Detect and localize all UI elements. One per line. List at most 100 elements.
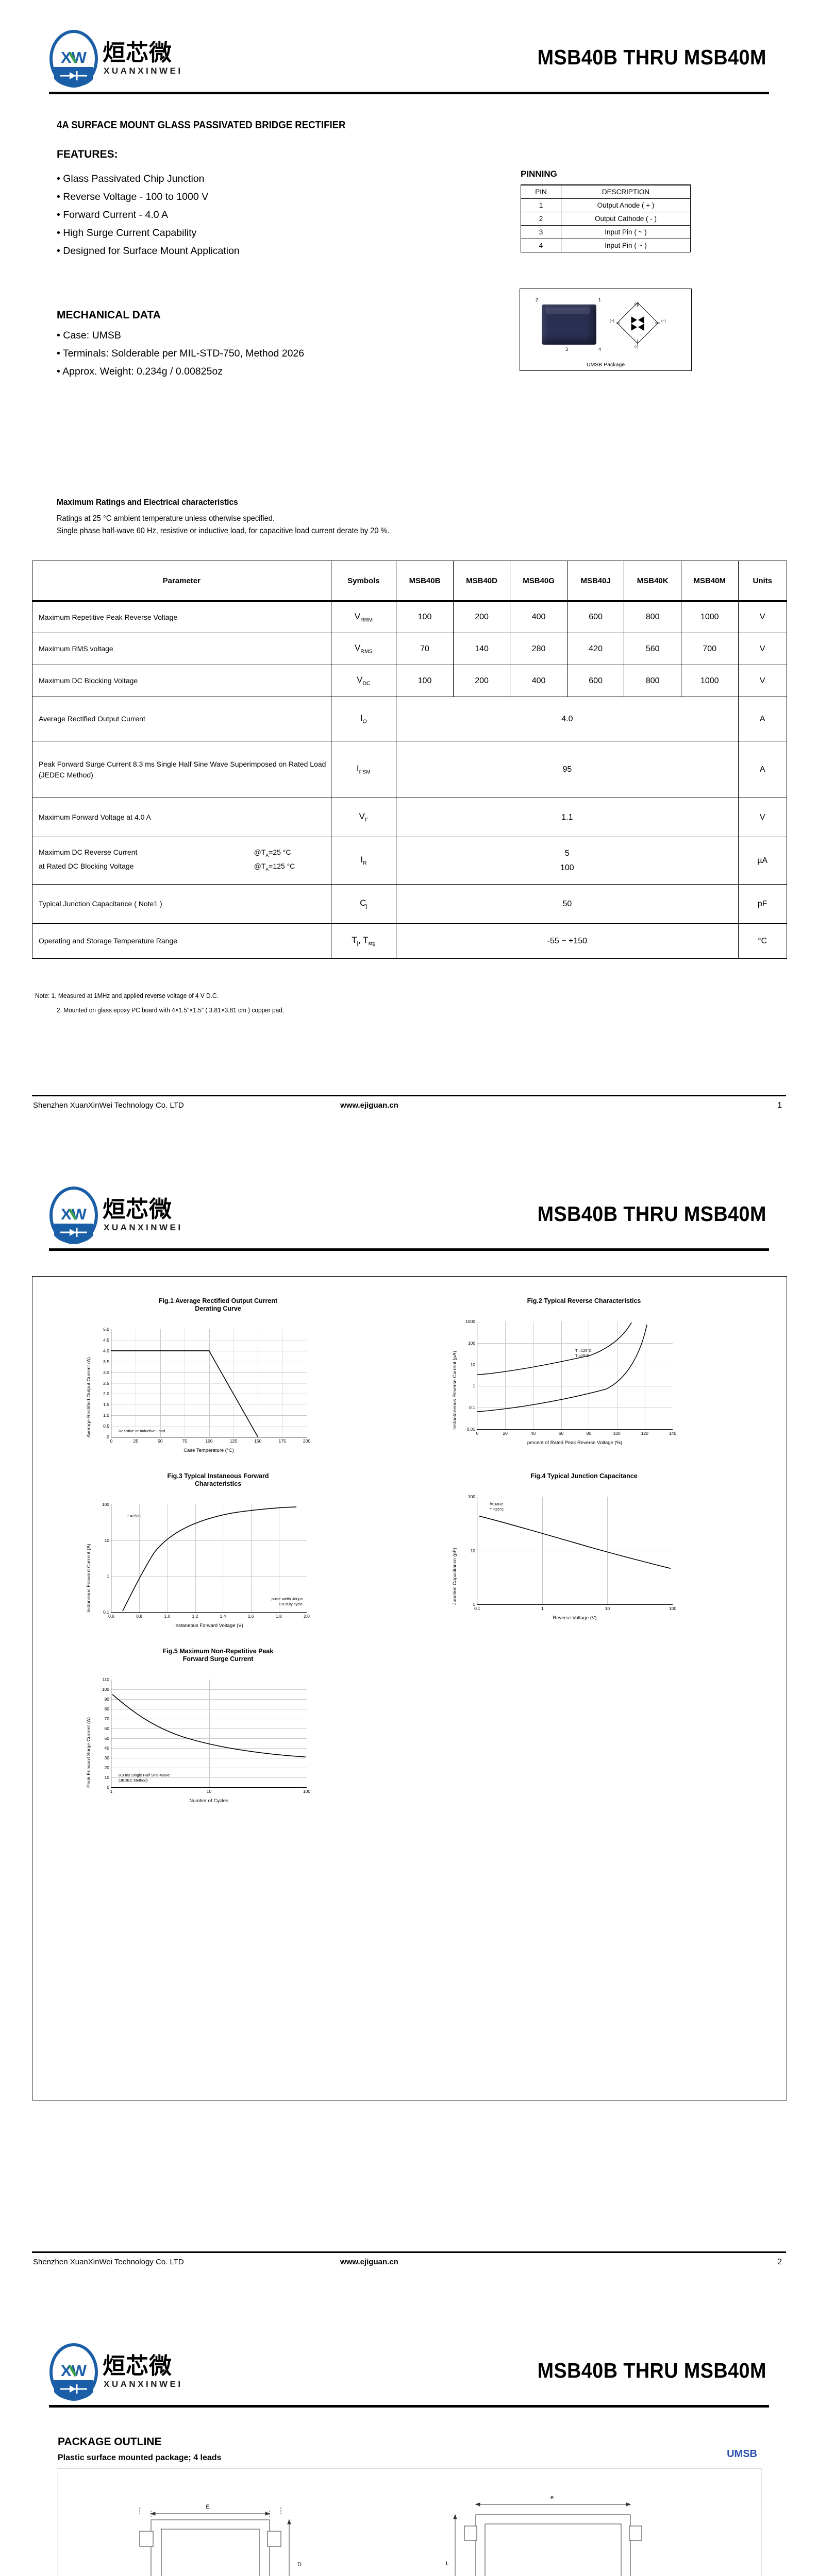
x-tick: 1.6 <box>247 1614 254 1619</box>
cell-value: 140 <box>453 633 511 665</box>
cell-value-line-1: 5 <box>564 849 570 858</box>
part-number-title: MSB40B THRU MSB40M <box>537 45 766 69</box>
ratings-conditions: Ratings at 25 °C ambient temperature unl… <box>57 513 389 537</box>
cell-value-span: 1.1 <box>396 798 739 837</box>
y-tick: 50 <box>104 1735 109 1741</box>
cell-units: V <box>738 665 787 697</box>
x-tick: 125 <box>229 1438 237 1444</box>
cell-symbol: IO <box>330 697 397 741</box>
part-number-title: MSB40B THRU MSB40M <box>537 2359 766 2382</box>
cell-value: 200 <box>453 665 511 697</box>
list-item: • Glass Passivated Chip Junction <box>57 173 205 184</box>
y-tick: 70 <box>104 1716 109 1722</box>
column-header-msb40j: MSB40J <box>566 561 625 602</box>
y-tick: 0 <box>107 1434 109 1439</box>
plot-area: 0 0.5 1.0 1.5 2.0 2.5 3.0 3.5 4.0 4.5 5.… <box>103 1327 310 1444</box>
table-row: Average Rectified Output Current IO 4.0 … <box>32 697 787 741</box>
y-tick: 30 <box>104 1755 109 1760</box>
company-logo: XW 烜芯微 XUANXINWEI <box>49 1187 183 1244</box>
cell-parameter: Maximum Repetitive Peak Reverse Voltage <box>32 601 331 633</box>
column-header-msb40d: MSB40D <box>453 561 511 602</box>
cell-units: A <box>738 741 787 798</box>
table-row: Maximum DC Reverse Current @TA=25 °C at R… <box>32 837 787 885</box>
table-note-1: Note: 1. Measured at 1MHz and applied re… <box>35 992 219 999</box>
x-axis-label: Case Temperature (°C) <box>183 1448 234 1453</box>
cell-value: 800 <box>624 665 681 697</box>
plot-area: 0.01 0.1 1 10 100 1000 0 20 40 60 80 100… <box>465 1319 676 1436</box>
logo-english-name: XUANXINWEI <box>104 66 183 76</box>
y-tick: 0.5 <box>103 1423 109 1429</box>
y-tick: 110 <box>102 1677 109 1682</box>
cell-value: 200 <box>453 601 511 633</box>
x-tick: 120 <box>641 1431 648 1436</box>
x-tick: 1 <box>110 1789 113 1794</box>
list-item: • Terminals: Solderable per MIL-STD-750,… <box>57 348 305 359</box>
y-tick: 40 <box>104 1745 109 1751</box>
x-tick: 20 <box>503 1431 508 1436</box>
chart-title: Fig.3 Typical Instaneous Forward Charact… <box>167 1472 269 1487</box>
column-header-pin: PIN <box>521 184 561 199</box>
page-header: XW 烜芯微 XUANXINWEI MSB40B THRU MSB40M <box>0 2313 818 2411</box>
chart-annotation: 8.3 ms Single Half Sine-Wave (JEDEC Meth… <box>119 1773 170 1783</box>
x-tick: 1 <box>541 1606 544 1611</box>
y-tick: 0 <box>107 1785 109 1790</box>
y-tick: 80 <box>104 1706 109 1712</box>
cell-description: Output Cathode ( - ) <box>561 212 691 226</box>
param-condition-1: @TA=25 °C <box>254 848 291 858</box>
pinning-table: PIN DESCRIPTION 1 Output Anode ( + ) 2 O… <box>521 184 691 252</box>
x-tick: 80 <box>586 1431 592 1436</box>
table-row: 1 Output Anode ( + ) <box>521 198 691 212</box>
table-row: Maximum RMS voltage VRMS 70 140 280 420 … <box>32 633 787 665</box>
x-tick: 0.6 <box>108 1614 114 1619</box>
part-number-title: MSB40B THRU MSB40M <box>537 1202 766 1226</box>
data-series-derating <box>111 1350 258 1437</box>
column-header-units: Units <box>738 561 787 602</box>
chart-title: Fig.5 Maximum Non-Repetitive Peak Forwar… <box>162 1648 274 1663</box>
package-type-badge: UMSB <box>727 2448 757 2460</box>
y-tick: 10 <box>104 1774 109 1780</box>
logo-english-name: XUANXINWEI <box>104 2379 183 2389</box>
x-tick: 100 <box>669 1606 677 1611</box>
x-tick: 100 <box>613 1431 621 1436</box>
x-tick: 10 <box>605 1606 610 1611</box>
cell-parameter: Maximum DC Reverse Current @TA=25 °C at R… <box>32 837 331 885</box>
cell-units: °C <box>738 923 787 959</box>
y-tick: 3.0 <box>103 1369 109 1375</box>
plot-area: 1 10 100 0.1 1 10 100 f=1MHz T =25°C <box>468 1494 676 1611</box>
y-tick: 100 <box>468 1340 475 1346</box>
table-row: Maximum Forward Voltage at 4.0 A VF 1.1 … <box>32 798 787 837</box>
cell-pin: 3 <box>521 225 561 239</box>
table-row: 4 Input Pin ( ~ ) <box>521 239 691 252</box>
package-caption: UMSB Package <box>586 362 625 368</box>
cell-description: Input Pin ( ~ ) <box>561 225 691 239</box>
x-tick: 0 <box>476 1431 479 1436</box>
footer-website[interactable]: www.ejiguan.cn <box>340 1101 398 1110</box>
cell-units: A <box>738 697 787 741</box>
table-header-row: Parameter Symbols MSB40B MSB40D MSB40G M… <box>32 561 787 602</box>
chart-fig1: Fig.1 Average Rectified Output Current D… <box>79 1297 357 1453</box>
column-header-description: DESCRIPTION <box>561 184 691 199</box>
package-outline-subheading: Plastic surface mounted package; 4 leads <box>58 2453 222 2462</box>
dim-label-D: D <box>297 2562 302 2568</box>
cell-value: 280 <box>510 633 567 665</box>
header-divider <box>49 2405 769 2408</box>
page-3: XW 烜芯微 XUANXINWEI MSB40B THRU MSB40M PAC… <box>0 2313 818 2576</box>
chart-fig5: Fig.5 Maximum Non-Repetitive Peak Forwar… <box>79 1648 357 1804</box>
footer-website[interactable]: www.ejiguan.cn <box>340 2258 398 2266</box>
chart-fig4: Fig.4 Typical Junction Capacitance 1 10 … <box>445 1472 723 1621</box>
features-list: • Glass Passivated Chip Junction • Rever… <box>57 170 240 260</box>
cell-value: 1000 <box>680 665 739 697</box>
cell-value: 600 <box>566 601 625 633</box>
cell-units: µA <box>738 837 787 885</box>
y-axis-label: Junction Capacitance (pF) <box>452 1548 458 1605</box>
mechanical-data-list: • Case: UMSB • Terminals: Solderable per… <box>57 327 304 381</box>
y-tick: 90 <box>104 1697 109 1702</box>
cell-parameter: Maximum RMS voltage <box>32 633 331 665</box>
x-tick: 150 <box>254 1438 262 1444</box>
x-tick: 175 <box>278 1438 286 1444</box>
cell-units: pF <box>738 884 787 924</box>
footer-company: Shenzhen XuanXinWei Technology Co. LTD <box>33 1101 184 1110</box>
chart-title: Fig.1 Average Rectified Output Current D… <box>158 1297 278 1312</box>
chart-note: pulse width 300µs 1% duty cycle <box>271 1597 303 1606</box>
pinning-heading: PINNING <box>521 169 557 179</box>
